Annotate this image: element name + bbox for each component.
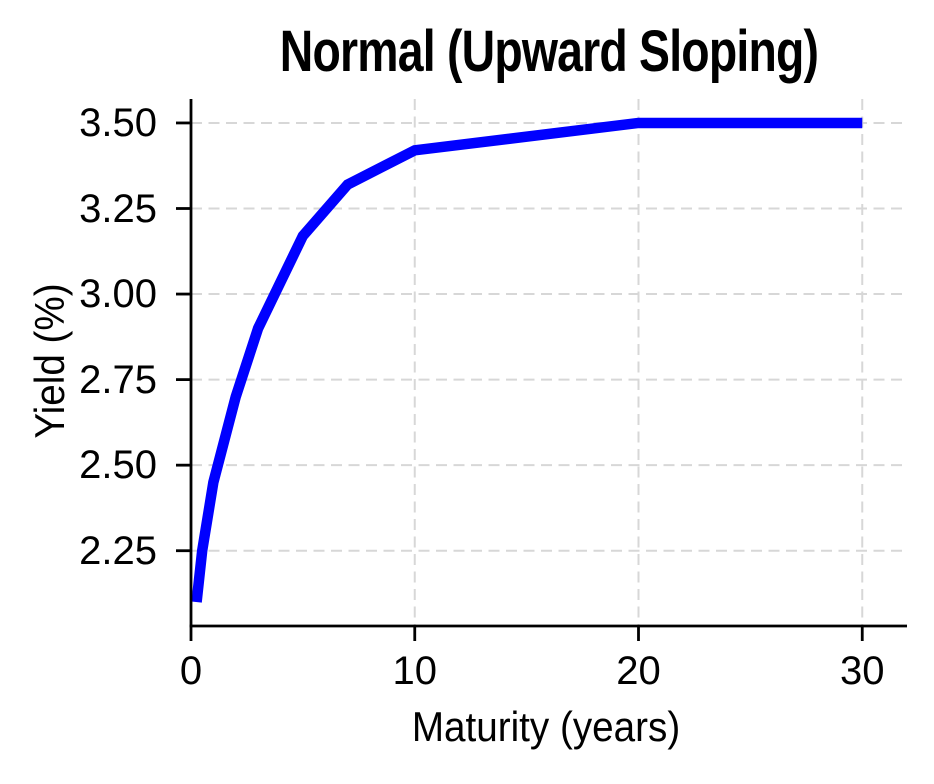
x-tick-label: 30 [840, 649, 885, 693]
y-tick-label: 3.50 [79, 100, 157, 145]
y-tick-label: 2.25 [79, 528, 157, 573]
y-tick-label: 2.75 [79, 357, 157, 402]
x-tick-label: 20 [616, 649, 661, 693]
x-tick-label: 10 [392, 649, 438, 693]
normal-yield-curve-series [191, 117, 863, 603]
y-tick-label: 3.25 [79, 186, 157, 231]
axes-spines-and-ticks [176, 99, 907, 641]
y-tick-label: 2.50 [79, 443, 157, 488]
x-tick-label: 0 [179, 649, 203, 693]
gridlines [191, 99, 907, 626]
x-axis-label: Maturity (years) [411, 703, 681, 750]
chart-title: Normal (Upward Sloping) [279, 19, 819, 84]
series-lines [191, 117, 863, 603]
y-tick-label: 3.00 [79, 272, 157, 317]
